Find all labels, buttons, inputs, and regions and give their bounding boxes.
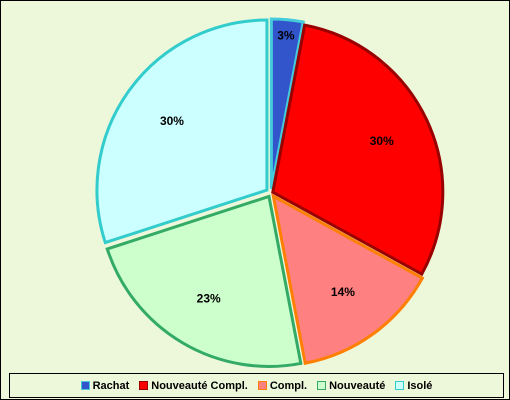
pie-chart: 3% 30% 14% 23% 30%	[95, 17, 445, 368]
slice-label-4: 30%	[160, 114, 184, 128]
legend: Rachat Nouveauté Compl. Compl. Nouveauté Iso…	[9, 373, 504, 398]
slice-label-1: 30%	[370, 134, 394, 148]
legend-label: Nouveauté	[329, 379, 386, 392]
slice-label-2: 14%	[331, 285, 355, 299]
pie-slice-4	[95, 18, 269, 245]
pie-slice-0	[269, 17, 305, 190]
legend-item-0: Rachat	[80, 379, 130, 392]
pie-slice-1	[271, 23, 445, 277]
legend-swatch	[317, 381, 327, 390]
legend-swatch	[139, 381, 149, 390]
pie-slice-2	[271, 193, 425, 365]
pie-slice-3	[105, 194, 303, 368]
legend-swatch	[80, 381, 90, 390]
slice-label-3: 23%	[197, 291, 221, 305]
legend-label: Rachat	[92, 379, 130, 392]
legend-item-3: Nouveauté	[317, 380, 385, 392]
legend-label: Nouveauté Compl.	[151, 379, 248, 392]
legend-item-2: Compl.	[257, 379, 308, 392]
legend-label: Compl.	[269, 379, 308, 392]
legend-item-4: Isolé	[395, 380, 432, 392]
legend-swatch	[257, 381, 267, 390]
legend-label: Isolé	[407, 379, 433, 392]
legend-item-1: Nouveauté Compl.	[139, 380, 248, 392]
legend-swatch	[395, 381, 405, 390]
slice-label-0: 3%	[277, 29, 295, 43]
